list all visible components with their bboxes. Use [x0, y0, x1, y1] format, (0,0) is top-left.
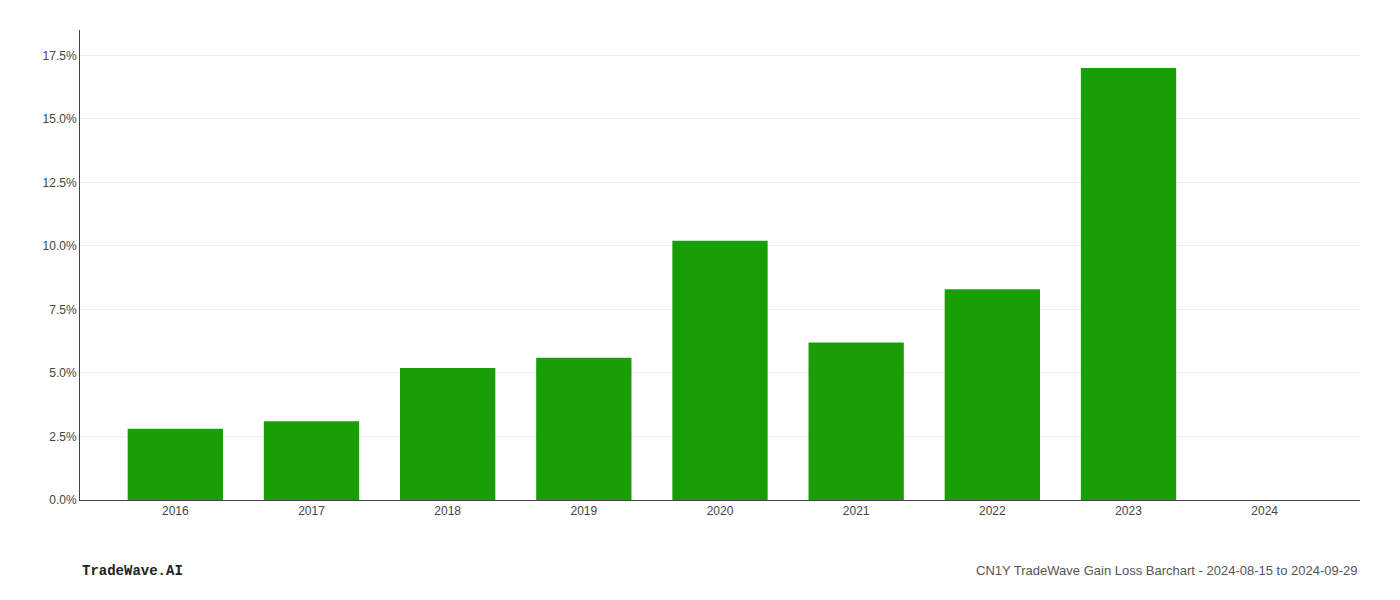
svg-text:12.5%: 12.5%: [43, 176, 77, 190]
svg-text:2018: 2018: [434, 504, 461, 518]
svg-text:2017: 2017: [298, 504, 325, 518]
svg-text:CN1Y TradeWave Gain Loss Barch: CN1Y TradeWave Gain Loss Barchart - 2024…: [976, 563, 1358, 578]
svg-text:15.0%: 15.0%: [43, 112, 77, 126]
svg-text:2.5%: 2.5%: [49, 430, 77, 444]
svg-text:2023: 2023: [1115, 504, 1142, 518]
svg-text:5.0%: 5.0%: [49, 366, 77, 380]
svg-text:2016: 2016: [162, 504, 189, 518]
svg-text:TradeWave.AI: TradeWave.AI: [82, 563, 183, 579]
svg-text:2021: 2021: [843, 504, 870, 518]
svg-text:2024: 2024: [1251, 504, 1278, 518]
svg-text:17.5%: 17.5%: [43, 49, 77, 63]
svg-text:2019: 2019: [570, 504, 597, 518]
svg-text:0.0%: 0.0%: [49, 493, 77, 507]
svg-text:2020: 2020: [707, 504, 734, 518]
svg-text:10.0%: 10.0%: [43, 239, 77, 253]
svg-text:7.5%: 7.5%: [49, 303, 77, 317]
svg-text:2022: 2022: [979, 504, 1006, 518]
